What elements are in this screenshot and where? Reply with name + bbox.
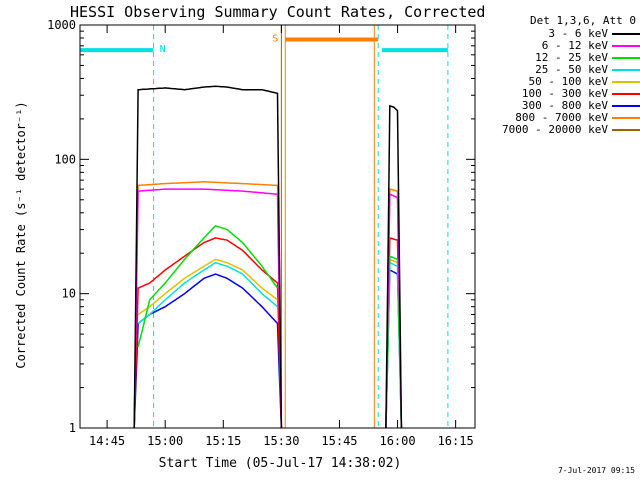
y-tick-label: 1000 <box>47 18 76 32</box>
legend-label: 800 - 7000 keV <box>515 111 608 124</box>
legend-entry: 6 - 12 keV <box>480 39 640 52</box>
legend-swatch <box>612 105 640 107</box>
legend-label: 100 - 300 keV <box>521 87 608 100</box>
legend-swatch <box>612 117 640 119</box>
flags-layer: NS <box>80 33 448 55</box>
y-axis-label: Corrected Count Rate (s⁻¹ detector⁻¹) <box>14 101 28 369</box>
y-tick-label: 10 <box>62 287 76 301</box>
y-tick-label: 100 <box>54 152 76 166</box>
series-line <box>385 104 403 429</box>
date-stamp: 7-Jul-2017 09:15 <box>557 466 635 475</box>
legend-swatch <box>612 33 640 35</box>
legend-entry: 25 - 50 keV <box>480 63 640 76</box>
chart-title: HESSI Observing Summary Count Rates, Cor… <box>70 3 486 21</box>
legend-entry: 3 - 6 keV <box>480 27 640 40</box>
legend-swatch <box>612 93 640 95</box>
legend-label: 25 - 50 keV <box>535 63 608 76</box>
legend-label: 6 - 12 keV <box>541 39 608 52</box>
x-tick-label: 16:00 <box>379 434 415 448</box>
legend-label: 300 - 800 keV <box>521 99 608 112</box>
ticks-layer: 14:45 15:00 15:15 15:30 15:45 16:00 16:15 1 10 10… <box>47 18 475 448</box>
legend-entry: 50 - 100 keV <box>480 75 640 88</box>
series-line <box>133 181 283 429</box>
legend-label: 12 - 25 keV <box>535 51 608 64</box>
legend-entry: 12 - 25 keV <box>480 51 640 64</box>
legend-swatch <box>612 45 640 47</box>
legend-title: Det 1,3,6, Att 0 <box>530 14 636 27</box>
x-tick-label: 16:15 <box>438 434 474 448</box>
legend-swatch <box>612 81 640 83</box>
flag-label-saa: S <box>272 33 278 44</box>
x-tick-label: 15:30 <box>263 434 299 448</box>
series-line <box>133 273 283 429</box>
series-layer <box>133 85 403 429</box>
legend-label: 3 - 6 keV <box>548 27 608 40</box>
legend-label: 7000 - 20000 keV <box>502 123 608 136</box>
legend-swatch <box>612 57 640 59</box>
legend-entry: 300 - 800 keV <box>480 99 640 112</box>
legend-swatch <box>612 69 640 71</box>
series-line <box>137 224 279 348</box>
series-line <box>133 85 283 429</box>
series-line <box>137 258 278 316</box>
legend-entry: 800 - 7000 keV <box>480 111 640 124</box>
legend-label: 50 - 100 keV <box>528 75 608 88</box>
x-axis-label: Start Time (05-Jul-17 14:38:02) <box>158 456 402 471</box>
series-line <box>133 237 283 429</box>
plot-frame <box>79 24 476 429</box>
y-tick-label: 1 <box>69 421 76 435</box>
x-tick-label: 15:45 <box>321 434 357 448</box>
legend-swatch <box>612 129 640 131</box>
x-tick-label: 15:00 <box>147 434 183 448</box>
series-line <box>133 188 283 429</box>
x-tick-label: 14:45 <box>89 434 125 448</box>
vlines-layer <box>153 25 449 428</box>
y-axis-label-wrap: Corrected Count Rate (s⁻¹ detector⁻¹) <box>6 101 36 368</box>
x-tick-label: 15:15 <box>205 434 241 448</box>
legend-entry: 7000 - 20000 keV <box>480 123 640 136</box>
flag-label-night: N <box>160 44 166 55</box>
series-line <box>137 261 278 325</box>
legend-entry: 100 - 300 keV <box>480 87 640 100</box>
